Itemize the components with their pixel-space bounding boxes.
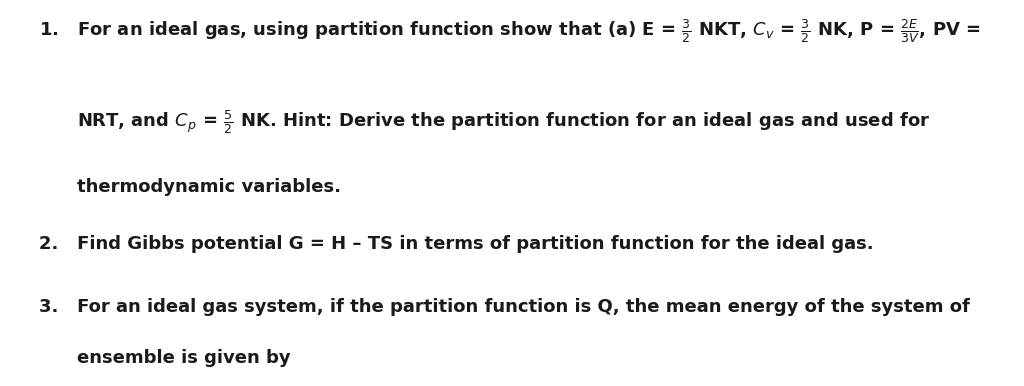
Text: 3.   For an ideal gas system, if the partition function is Q, the mean energy of: 3. For an ideal gas system, if the parti… — [39, 298, 970, 316]
Text: 1.   For an ideal gas, using partition function show that (a) E = $\frac{3}{2}$ : 1. For an ideal gas, using partition fun… — [39, 17, 981, 45]
Text: thermodynamic variables.: thermodynamic variables. — [77, 178, 341, 196]
Text: ensemble is given by: ensemble is given by — [77, 349, 291, 367]
Text: 2.   Find Gibbs potential G = H – TS in terms of partition function for the idea: 2. Find Gibbs potential G = H – TS in te… — [39, 235, 873, 254]
Text: NRT, and $C_p$ = $\frac{5}{2}$ NK. Hint: Derive the partition function for an id: NRT, and $C_p$ = $\frac{5}{2}$ NK. Hint:… — [77, 108, 930, 136]
